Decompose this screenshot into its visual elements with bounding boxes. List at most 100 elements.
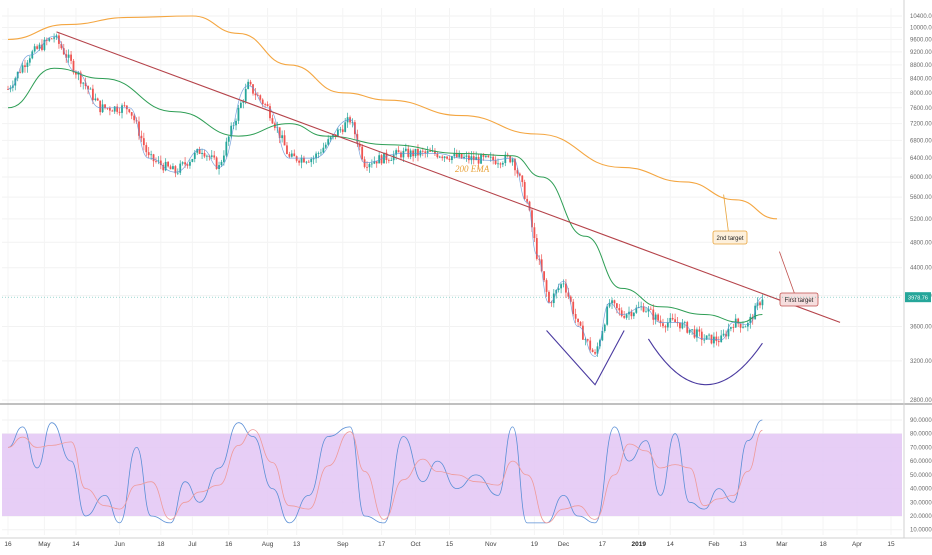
candle-body: [55, 35, 58, 38]
candle-body: [269, 106, 271, 119]
candle-body: [647, 308, 650, 312]
candle-body: [681, 322, 684, 329]
candle-body: [322, 147, 325, 153]
candle-body: [501, 163, 504, 165]
candle-body: [271, 118, 274, 124]
candle-body: [113, 106, 116, 112]
date-tick-label: 15: [446, 541, 454, 548]
candle-body: [693, 329, 696, 338]
candle-body: [642, 306, 645, 312]
candle-body: [664, 326, 667, 328]
candle-body: [288, 154, 291, 157]
candle-body: [679, 322, 681, 329]
candle-body: [298, 160, 300, 163]
stoch-k-line: [7, 419, 763, 524]
candle-body: [79, 72, 82, 84]
price-tick-label: 3600.00: [910, 324, 932, 330]
candle-body: [531, 210, 533, 228]
candle-body: [50, 38, 53, 40]
candle-body: [327, 139, 330, 145]
candle-body: [108, 107, 111, 111]
candle-body: [703, 339, 706, 341]
candle-body: [426, 150, 429, 153]
candle-body: [264, 104, 267, 105]
date-tick-label: 13: [293, 541, 301, 548]
candle-body: [742, 326, 744, 328]
candle-body: [256, 95, 259, 97]
oscillator-tick-label: 40.0000: [910, 487, 932, 493]
stoch-d-line: [7, 429, 763, 524]
candle-body: [38, 44, 41, 49]
candle-body: [145, 145, 148, 153]
callout-label: 2nd target: [716, 236, 743, 242]
candle-body: [482, 154, 485, 157]
candle-body: [608, 303, 611, 307]
candle-body: [206, 155, 208, 157]
last-price-tag: [905, 292, 931, 303]
candle-body: [451, 156, 453, 161]
date-tick-label: 16: [4, 541, 12, 548]
candle-body: [142, 138, 145, 146]
candle-body: [181, 162, 184, 164]
candle-body: [688, 329, 691, 333]
candle-body: [48, 38, 51, 41]
candle-body: [121, 105, 123, 113]
date-tick-label: 2019: [631, 541, 646, 548]
candle-body: [152, 154, 155, 162]
candle-body: [691, 329, 693, 331]
candle-body: [118, 111, 121, 113]
candle-body: [104, 104, 106, 108]
candle-body: [53, 37, 55, 39]
second-target-callout[interactable]: [712, 230, 748, 245]
candle-body: [560, 284, 562, 289]
first-target-callout[interactable]: [779, 292, 819, 307]
candle-body: [261, 99, 264, 105]
candle-body: [324, 144, 327, 148]
candle-body: [696, 329, 698, 338]
candle-body: [106, 107, 109, 109]
candle-body: [540, 259, 543, 272]
candle-body: [594, 352, 596, 354]
price-tick-label: 7200.00: [910, 122, 932, 128]
candle-body: [138, 121, 140, 136]
candle-body: [438, 156, 441, 158]
candle-body: [155, 161, 157, 163]
candle-body: [574, 314, 577, 319]
candle-body: [375, 161, 378, 164]
candle-body: [543, 271, 546, 281]
candle-body: [421, 150, 424, 152]
candle-body: [759, 302, 761, 306]
price-tick-label: 5200.00: [910, 217, 932, 223]
candle-body: [715, 336, 718, 342]
candle-body: [378, 155, 381, 164]
candle-body: [402, 150, 405, 158]
candle-body: [179, 163, 182, 173]
candle-body: [383, 152, 385, 164]
candle-body: [436, 153, 439, 158]
date-tick-label: 16: [225, 541, 233, 548]
candle-body: [307, 161, 310, 163]
date-tick-label: 19: [531, 541, 539, 548]
candle-body: [300, 157, 303, 163]
date-tick-label: 18: [819, 541, 827, 548]
candle-body: [33, 46, 36, 52]
candle-body: [407, 148, 410, 157]
candle-body: [373, 161, 376, 164]
candle-body: [341, 129, 344, 132]
candle-body: [303, 157, 305, 163]
candle-body: [96, 98, 99, 101]
candle-body: [358, 143, 361, 147]
candle-body: [671, 317, 674, 320]
price-tick-label: 6400.00: [910, 156, 932, 162]
candle-body: [147, 152, 150, 156]
date-tick-label: Dec: [558, 541, 570, 548]
candle-body: [579, 322, 582, 326]
candle-body: [75, 72, 77, 75]
candle-body: [654, 314, 657, 320]
price-tick-label: 4800.00: [910, 240, 932, 246]
candle-body: [497, 163, 499, 165]
candle-body: [698, 329, 701, 332]
candle-body: [417, 148, 419, 156]
